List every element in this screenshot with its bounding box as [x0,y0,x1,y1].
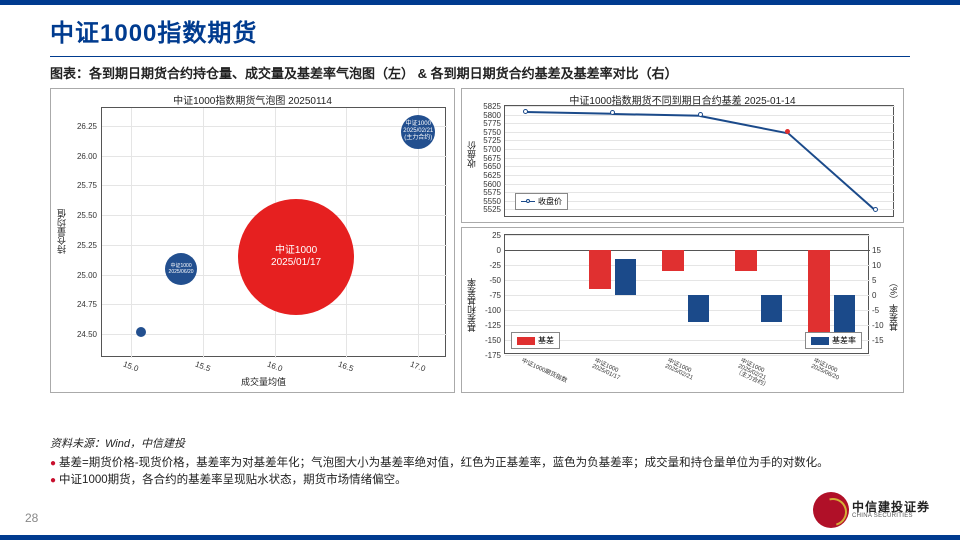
bar-basis [662,250,684,271]
bullet-text: 中证1000期货，各合约的基差率呈现贴水状态，期货市场情绪偏空。 [59,472,407,488]
line-ylabel: 收盘价 [465,141,478,168]
bubble-xlabel: 成交量均值 [241,375,286,388]
bubble-ylabel: 持仓量均值 [55,209,68,254]
charts-row: 中证1000指数期货气泡图 20250114 持仓量均值 24.5024.752… [50,88,910,393]
bar-rate [761,295,783,322]
title-rule [50,56,910,57]
bullet-icon: ● [50,474,56,488]
bar-legend-left: 基差 [511,332,560,349]
bubble: 中证1000 2025/06/20 [165,253,197,285]
logo-text: 中信建投证券 CHINA SECURITIES [852,501,930,519]
logo: 中信建投证券 CHINA SECURITIES [813,492,930,528]
page-number: 28 [25,511,38,525]
bar-basis [589,250,611,289]
line-plot: 5525555055755600562556505675570057255750… [504,105,894,217]
footer: 资料未源：Wind，中信建投 ●基差=期货价格-现货价格，基差率为对基差年化；气… [50,435,910,489]
bar-basis [808,250,830,341]
right-charts: 中证1000指数期货不同到期日合约基差 2025-01-14 收盘价 55255… [461,88,904,393]
source-line: 资料未源：Wind，中信建投 [50,435,910,451]
bubble: 中证1000 2025/01/17 [238,199,354,315]
bar-chart: 基差和基差率 基差率（%） -175-150-125-100-75-50-250… [461,227,904,393]
bar-legend-right: 基差率 [805,332,862,349]
page-title: 中证1000指数期货 [50,13,910,48]
logo-en: CHINA SECURITIES [852,513,930,519]
bullet-text: 基差=期货价格-现货价格，基差率为对基差年化；气泡图大小为基差率绝对值，红色为正… [59,455,829,471]
bubble-chart: 中证1000指数期货气泡图 20250114 持仓量均值 24.5024.752… [50,88,455,393]
logo-cn: 中信建投证券 [852,501,930,513]
bubble [136,327,146,337]
bar-rate [834,295,856,334]
bullet-icon: ● [50,457,56,471]
bullet-item: ●基差=期货价格-现货价格，基差率为对基差年化；气泡图大小为基差率绝对值，红色为… [50,455,910,471]
line-chart: 中证1000指数期货不同到期日合约基差 2025-01-14 收盘价 55255… [461,88,904,223]
bar-rate [688,295,710,322]
bubble-chart-title: 中证1000指数期货气泡图 20250114 [51,89,454,107]
logo-icon [813,492,849,528]
bar-ylabel-left: 基差和基差率 [465,278,478,332]
chart-subtitle: 图表：各到期日期货合约持仓量、成交量及基差率气泡图（左） & 各到期日期货合约基… [0,63,960,88]
bubble-plot: 24.5024.7525.0025.2525.5025.7526.0026.25… [101,107,446,357]
bar-basis [735,250,757,271]
bullets: ●基差=期货价格-现货价格，基差率为对基差年化；气泡图大小为基差率绝对值，红色为… [50,455,910,488]
bullet-item: ●中证1000期货，各合约的基差率呈现贴水状态，期货市场情绪偏空。 [50,472,910,488]
bottom-stripe [0,535,960,540]
bar-rate [615,259,637,295]
bubble: 中证1000 2025/02/21 (主力合约) [401,115,435,149]
title-wrap: 中证1000指数期货 [0,5,960,52]
bar-ylabel-right: 基差率（%） [887,278,900,331]
bar-plot: -175-150-125-100-75-50-25025-15-10-50510… [504,234,869,354]
line-legend: 收盘价 [515,193,568,210]
